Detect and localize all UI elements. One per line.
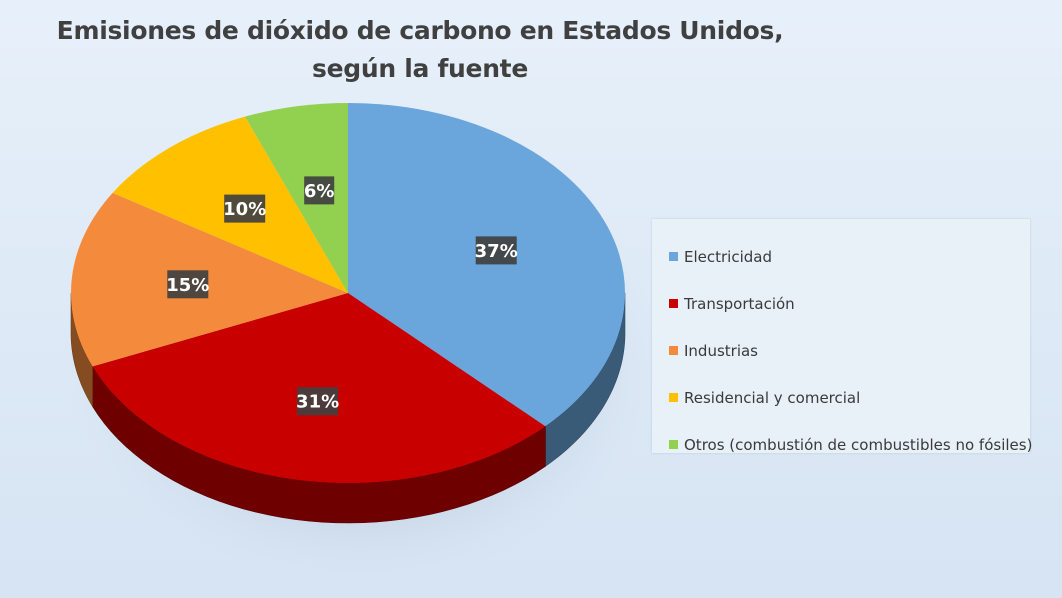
chart-title-line-2: según la fuente [311, 54, 528, 83]
legend-swatch [669, 299, 678, 308]
data-label-text: 6% [304, 181, 335, 202]
legend-item-residencial-y-comercial: Residencial y comercial [652, 374, 1030, 421]
data-label-industrias: 15% [166, 270, 209, 299]
data-label-box [475, 236, 517, 265]
chart-title: Emisiones de dióxido de carbono en Estad… [0, 12, 840, 88]
legend-item-transportacion: Transportación [652, 280, 1030, 327]
data-label-box [224, 194, 266, 223]
data-label-electricidad: 37% [475, 236, 518, 265]
legend-label: Industrias [684, 341, 758, 360]
legend-label: Transportación [684, 294, 795, 313]
data-label-residencial-y-comercial: 10% [223, 194, 266, 223]
data-label-text: 37% [475, 241, 518, 262]
data-label-otros-combustion-de-combustibl: 6% [304, 176, 335, 205]
data-label-box [167, 270, 209, 299]
data-label-box [297, 387, 339, 416]
legend-label: Residencial y comercial [684, 388, 861, 407]
chart-title-line-1: Emisiones de dióxido de carbono en Estad… [56, 16, 784, 45]
legend-item-electricidad: Electricidad [652, 233, 1030, 280]
legend: Electricidad Transportación Industrias Resi… [652, 219, 1032, 454]
legend-swatch [669, 393, 678, 402]
data-label-text: 10% [223, 199, 266, 220]
pie-slice-otros-combustion-de-combustibl[interactable] [245, 103, 348, 293]
legend-item-industrias: Industrias [652, 327, 1030, 374]
legend-label: Otros (combustión de combustibles no fós… [684, 435, 1033, 454]
legend-swatch [669, 252, 678, 261]
legend-swatch [669, 346, 678, 355]
pie-slice-electricidad[interactable] [348, 103, 626, 427]
data-label-transportacion: 31% [296, 387, 339, 416]
pie-tops [71, 103, 626, 484]
data-label-text: 15% [166, 275, 209, 296]
legend-swatch [669, 440, 678, 449]
legend-item-otros-combustion-de-combustibl: Otros (combustión de combustibles no fós… [652, 421, 1033, 468]
pie-slice-industrias[interactable] [71, 192, 348, 367]
legend-label: Electricidad [684, 247, 772, 266]
pie-labels: 37% 31% 15% 10% 6% [166, 176, 518, 416]
data-label-box [304, 176, 335, 205]
data-label-text: 31% [296, 392, 339, 413]
